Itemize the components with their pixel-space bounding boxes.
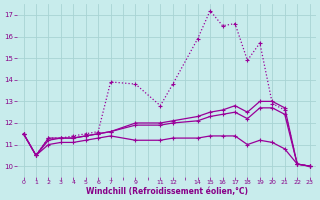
X-axis label: Windchill (Refroidissement éolien,°C): Windchill (Refroidissement éolien,°C) bbox=[85, 187, 248, 196]
